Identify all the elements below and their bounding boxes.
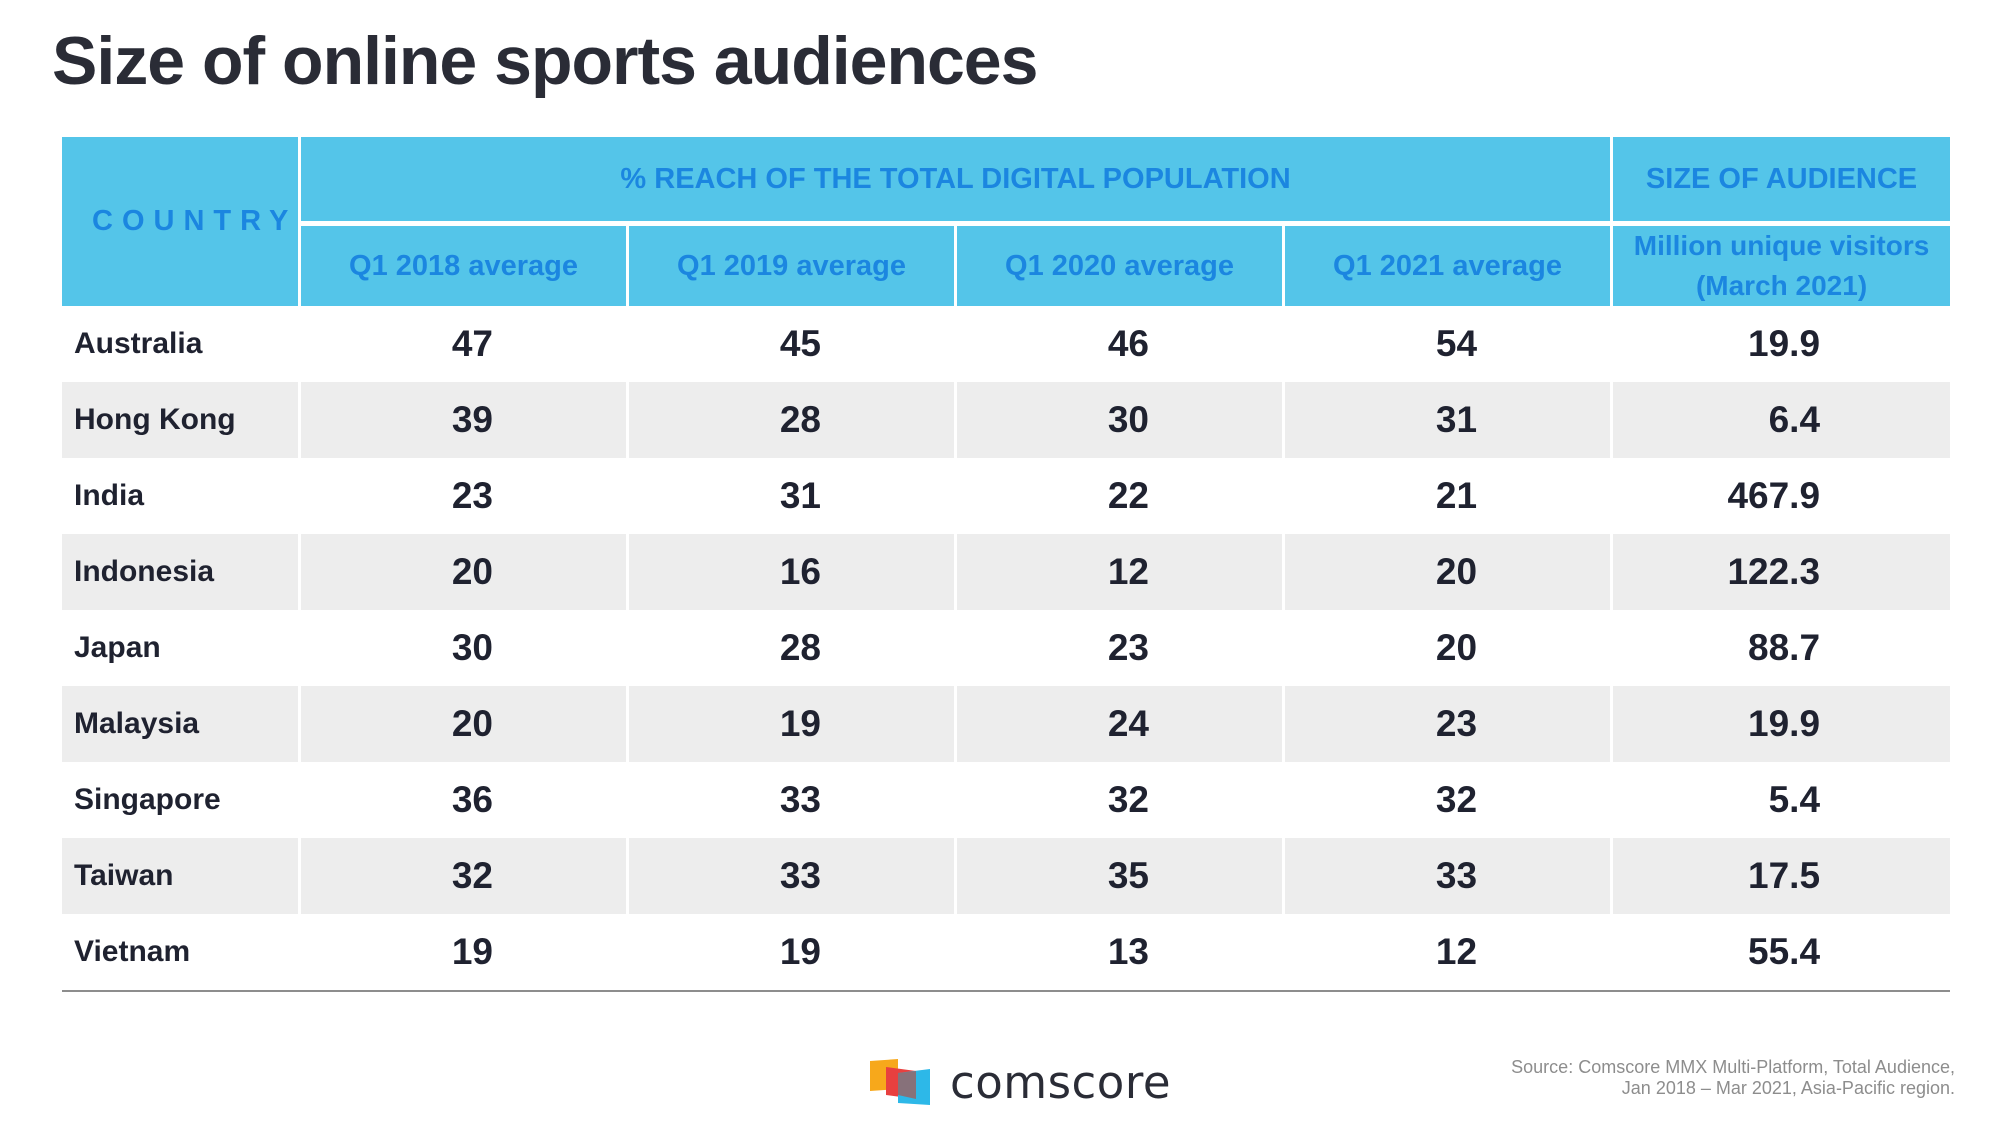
reach-value-cell: 33 — [629, 762, 957, 838]
size-group-header: SIZE OF AUDIENCE — [1613, 137, 1951, 226]
reach-value-cell: 12 — [1285, 914, 1614, 990]
source-line: Source: Comscore MMX Multi-Platform, Tot… — [1511, 1057, 1955, 1077]
comscore-logo: comscore — [868, 1056, 1171, 1109]
country-cell: Australia — [62, 306, 301, 382]
reach-value-cell: 23 — [1285, 686, 1614, 762]
table-body: Australia 47 45 46 54 19.9 Hong Kong 39 28 30 31 6.… — [62, 306, 1951, 990]
country-header: COUNTRY — [62, 137, 301, 306]
logo-text: comscore — [950, 1056, 1172, 1109]
country-cell: Indonesia — [62, 534, 301, 610]
reach-value-cell: 16 — [629, 534, 957, 610]
source-line: Jan 2018 – Mar 2021, Asia-Pacific region… — [1621, 1078, 1955, 1098]
data-table-wrapper: COUNTRY % REACH OF THE TOTAL DIGITAL POP… — [62, 137, 1951, 992]
data-table: COUNTRY % REACH OF THE TOTAL DIGITAL POP… — [62, 137, 1951, 990]
column-header: Q1 2018 average — [301, 226, 629, 306]
reach-value-cell: 30 — [957, 382, 1285, 458]
reach-value-cell: 31 — [629, 458, 957, 534]
reach-value-cell: 20 — [1285, 534, 1614, 610]
reach-value-cell: 28 — [629, 610, 957, 686]
reach-value-cell: 54 — [1285, 306, 1614, 382]
audience-size-cell: 6.4 — [1613, 382, 1951, 458]
table-row: Vietnam 19 19 13 12 55.4 — [62, 914, 1951, 990]
audience-size-cell: 5.4 — [1613, 762, 1951, 838]
reach-value-cell: 19 — [301, 914, 629, 990]
reach-value-cell: 47 — [301, 306, 629, 382]
audience-size-cell: 19.9 — [1613, 686, 1951, 762]
reach-value-cell: 13 — [957, 914, 1285, 990]
source-note: Source: Comscore MMX Multi-Platform, Tot… — [1395, 1057, 1955, 1099]
table-row: India 23 31 22 21 467.9 — [62, 458, 1951, 534]
reach-value-cell: 32 — [301, 838, 629, 914]
size-column-header: Million unique visitors (March 2021) — [1613, 226, 1951, 306]
table-row: Australia 47 45 46 54 19.9 — [62, 306, 1951, 382]
reach-value-cell: 31 — [1285, 382, 1614, 458]
reach-value-cell: 21 — [1285, 458, 1614, 534]
reach-value-cell: 36 — [301, 762, 629, 838]
audience-size-cell: 122.3 — [1613, 534, 1951, 610]
country-cell: Malaysia — [62, 686, 301, 762]
reach-value-cell: 20 — [301, 686, 629, 762]
reach-value-cell: 33 — [629, 838, 957, 914]
table-row: Japan 30 28 23 20 88.7 — [62, 610, 1951, 686]
country-cell: Japan — [62, 610, 301, 686]
reach-value-cell: 23 — [301, 458, 629, 534]
audience-size-cell: 17.5 — [1613, 838, 1951, 914]
reach-value-cell: 20 — [1285, 610, 1614, 686]
country-cell: India — [62, 458, 301, 534]
table-row: Singapore 36 33 32 32 5.4 — [62, 762, 1951, 838]
reach-value-cell: 35 — [957, 838, 1285, 914]
reach-value-cell: 39 — [301, 382, 629, 458]
reach-value-cell: 22 — [957, 458, 1285, 534]
reach-value-cell: 20 — [301, 534, 629, 610]
bottom-rule — [62, 990, 1950, 992]
reach-value-cell: 33 — [1285, 838, 1614, 914]
reach-value-cell: 28 — [629, 382, 957, 458]
reach-value-cell: 46 — [957, 306, 1285, 382]
reach-value-cell: 12 — [957, 534, 1285, 610]
audience-size-cell: 467.9 — [1613, 458, 1951, 534]
reach-group-header: % REACH OF THE TOTAL DIGITAL POPULATION — [301, 137, 1614, 226]
reach-value-cell: 32 — [1285, 762, 1614, 838]
reach-value-cell: 19 — [629, 914, 957, 990]
reach-value-cell: 32 — [957, 762, 1285, 838]
table-row: Malaysia 20 19 24 23 19.9 — [62, 686, 1951, 762]
page-title: Size of online sports audiences — [52, 23, 1038, 99]
reach-value-cell: 30 — [301, 610, 629, 686]
country-cell: Vietnam — [62, 914, 301, 990]
table-row: Hong Kong 39 28 30 31 6.4 — [62, 382, 1951, 458]
reach-value-cell: 45 — [629, 306, 957, 382]
table-row: Indonesia 20 16 12 20 122.3 — [62, 534, 1951, 610]
reach-value-cell: 19 — [629, 686, 957, 762]
country-cell: Singapore — [62, 762, 301, 838]
comscore-logo-icon — [870, 1058, 930, 1105]
column-header: Q1 2019 average — [629, 226, 957, 306]
reach-value-cell: 23 — [957, 610, 1285, 686]
audience-size-cell: 19.9 — [1613, 306, 1951, 382]
country-cell: Taiwan — [62, 838, 301, 914]
audience-size-cell: 55.4 — [1613, 914, 1951, 990]
column-header: Q1 2020 average — [957, 226, 1285, 306]
country-cell: Hong Kong — [62, 382, 301, 458]
column-header: Q1 2021 average — [1285, 226, 1614, 306]
audience-size-cell: 88.7 — [1613, 610, 1951, 686]
reach-value-cell: 24 — [957, 686, 1285, 762]
table-row: Taiwan 32 33 35 33 17.5 — [62, 838, 1951, 914]
